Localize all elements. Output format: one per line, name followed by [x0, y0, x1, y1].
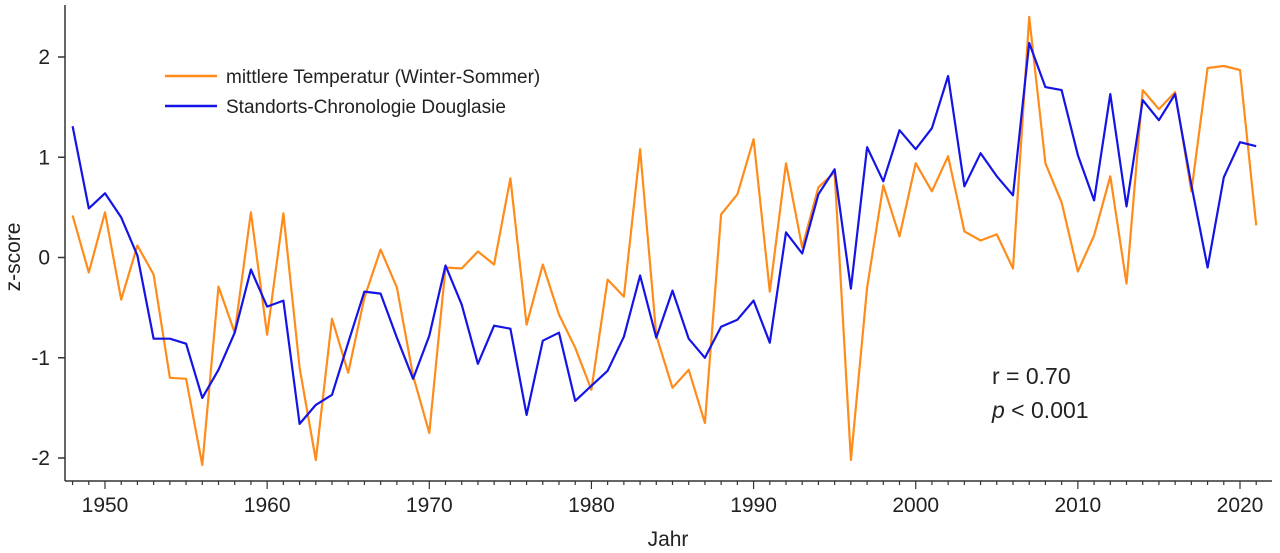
x-tick-label: 2000 — [892, 494, 939, 517]
x-tick-label: 1990 — [730, 494, 777, 517]
x-tick-label: 1970 — [406, 494, 453, 517]
y-tick-label: -2 — [31, 447, 50, 470]
x-tick-label: 1950 — [82, 494, 129, 517]
x-tick-label: 1960 — [244, 494, 291, 517]
annotation-r: r = 0.70 — [992, 363, 1071, 389]
axes — [64, 5, 1272, 482]
y-ticks: -2 -1 0 1 2 — [31, 46, 65, 470]
x-axis-label: Jahr — [648, 528, 689, 551]
y-tick-label: 0 — [38, 247, 50, 270]
legend-label-chronology: Standorts-Chronologie Douglasie — [226, 97, 506, 118]
x-tick-label: 2020 — [1217, 494, 1264, 517]
legend-label-temperature: mittlere Temperatur (Winter-Sommer) — [226, 67, 540, 88]
x-ticks: 1950 1960 1970 1980 1990 2000 2010 2020 — [71, 481, 1264, 517]
series-line-chronology — [71, 41, 1257, 425]
annotation-p-value: < 0.001 — [1005, 397, 1089, 423]
annotation-p: p < 0.001 — [991, 397, 1089, 423]
series-line-temperature — [71, 15, 1258, 467]
y-tick-label: 1 — [38, 146, 50, 169]
y-tick-label: 2 — [38, 46, 50, 69]
x-tick-label: 1980 — [568, 494, 615, 517]
y-axis-label: z-score — [2, 223, 25, 292]
y-tick-label: -1 — [31, 347, 50, 370]
legend: mittlere Temperatur (Winter-Sommer) Stan… — [165, 67, 540, 118]
x-tick-label: 2010 — [1054, 494, 1101, 517]
series-lines — [71, 15, 1258, 467]
annotation-p-symbol: p — [991, 397, 1005, 423]
